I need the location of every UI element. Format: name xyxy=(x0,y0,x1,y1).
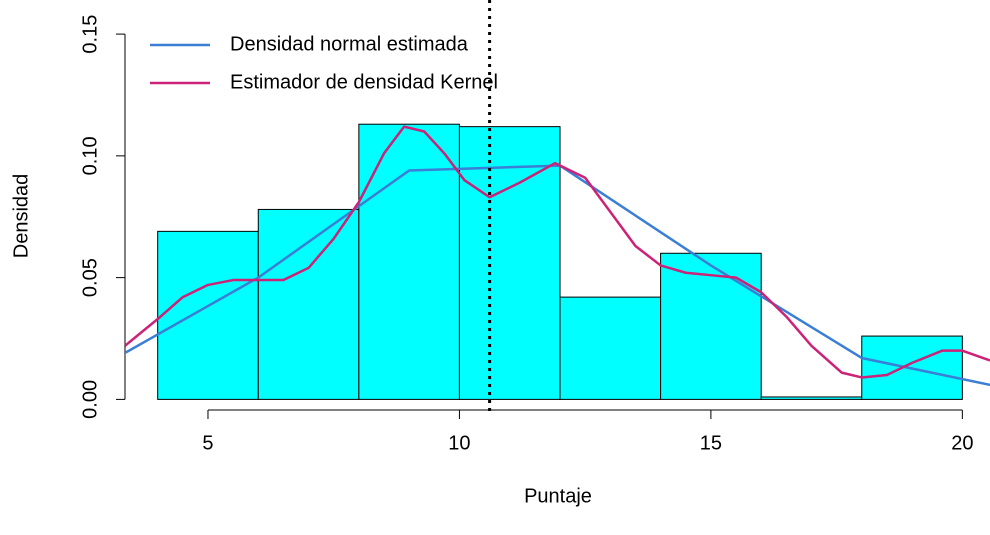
legend-label: Estimador de densidad Kernel xyxy=(230,71,498,93)
y-tick-label: 0.00 xyxy=(79,380,101,419)
x-tick-label: 10 xyxy=(448,432,470,454)
y-tick-label: 0.10 xyxy=(79,136,101,175)
y-axis-label: Densidad xyxy=(10,174,32,259)
x-tick-label: 5 xyxy=(202,432,213,454)
plot-area xyxy=(125,0,990,414)
x-tick-label: 20 xyxy=(951,432,973,454)
bar xyxy=(458,126,561,400)
x-axis-label: Puntaje xyxy=(524,485,592,507)
x-tick-label: 15 xyxy=(700,432,722,454)
bar xyxy=(760,396,863,400)
bar xyxy=(157,230,259,400)
y-tick-label: 0.15 xyxy=(79,15,101,54)
bar xyxy=(257,208,360,400)
bar xyxy=(559,296,662,400)
bar xyxy=(358,123,460,400)
y-tick-label: 0.05 xyxy=(79,258,101,297)
density-line xyxy=(125,125,990,379)
legend-label: Densidad normal estimada xyxy=(230,33,469,55)
bar xyxy=(660,252,762,400)
